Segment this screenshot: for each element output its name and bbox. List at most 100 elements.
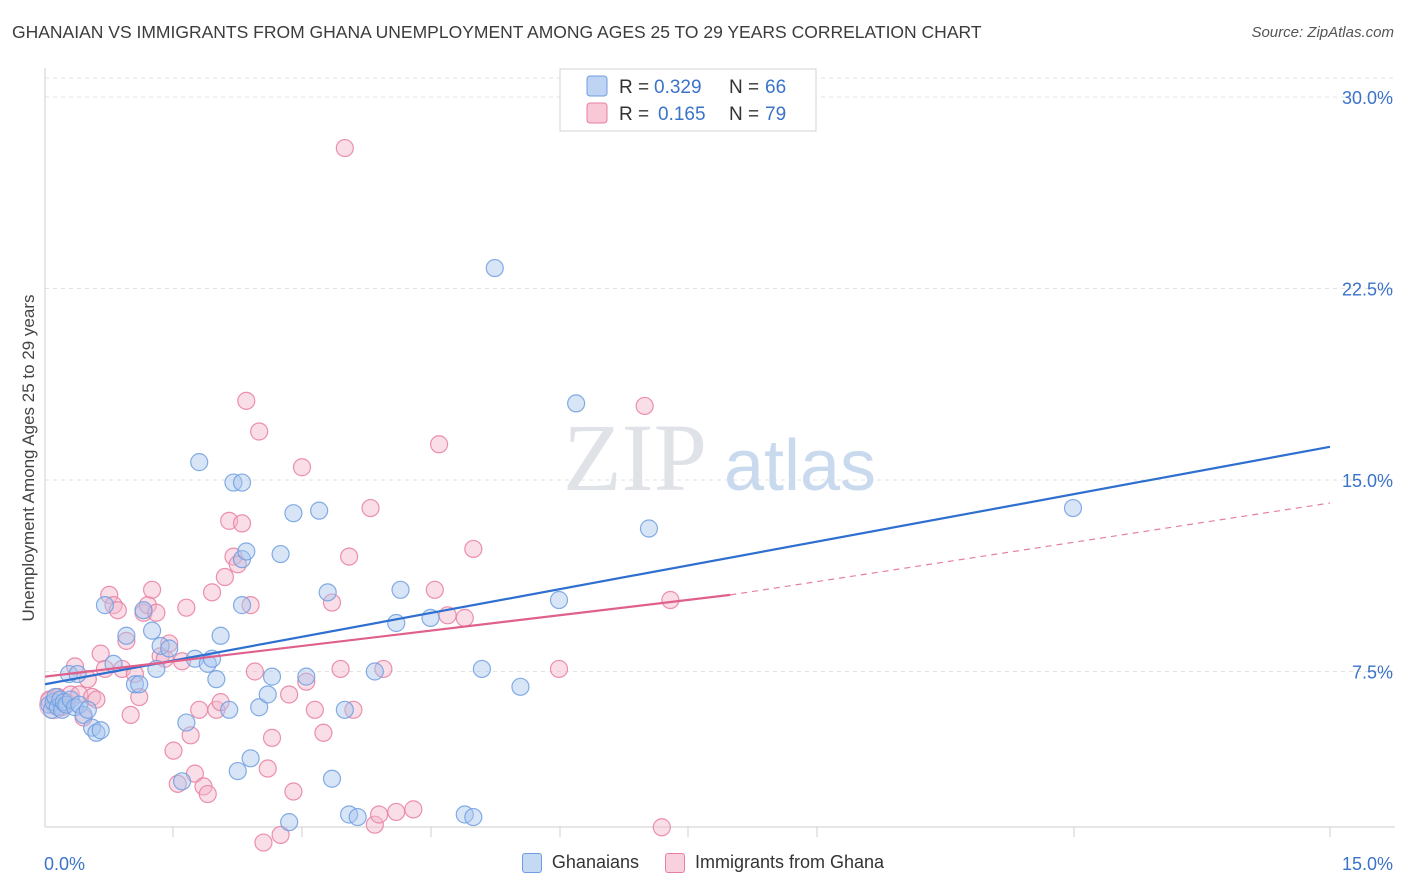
ghanaians-point-47 <box>262 667 282 686</box>
ghanaians-point-42 <box>232 596 252 615</box>
y-tick-label-3: 30.0% <box>1342 88 1393 108</box>
ghanaians-point-28 <box>160 639 179 658</box>
ghanaians-point-37 <box>220 700 239 719</box>
immigrants-point-57 <box>297 672 316 691</box>
immigrants-point-51 <box>258 759 277 778</box>
ghanaians-point-15 <box>78 700 97 719</box>
immigrants-point-37 <box>198 784 217 804</box>
source-credit: Source: ZipAtlas.com <box>1251 24 1394 41</box>
immigrants-point-60 <box>322 593 342 612</box>
ghanaians-point-25 <box>142 621 162 640</box>
immigrants-point-74 <box>455 608 474 627</box>
ghanaians-point-21 <box>117 626 136 645</box>
x-tick-label-min: 0.0% <box>44 854 85 874</box>
immigrants-point-48 <box>245 662 264 681</box>
immigrants-point-53 <box>271 825 290 845</box>
ghanaians-point-30 <box>177 713 196 732</box>
ghanaians-point-51 <box>297 667 316 686</box>
y-tick-label-2: 22.5% <box>1342 280 1393 300</box>
bottom-legend-ghanaians: Ghanaians <box>521 852 639 873</box>
ghanaians-point-70 <box>1063 498 1083 518</box>
ghanaians-point-52 <box>310 501 329 520</box>
ghanaians-point-63 <box>464 807 483 827</box>
immigrants-point-67 <box>370 805 389 824</box>
legend-n-value-2: 79 <box>765 104 786 125</box>
chart-title: GHANAIAN VS IMMIGRANTS FROM GHANA UNEMPL… <box>12 22 982 42</box>
immigrants-point-32 <box>177 598 196 617</box>
bottom-legend-immigrants: Immigrants from Ghana <box>665 852 884 873</box>
trendline-immigrants <box>44 593 731 678</box>
bottom-legend-label-immigrants: Immigrants from Ghana <box>695 852 885 872</box>
legend-box: R = 0.329 N = 66 R = 0.165 N = 79 <box>559 68 817 132</box>
ghanaians-point-35 <box>207 670 226 689</box>
ghanaians-point-45 <box>250 698 269 717</box>
ghanaians-point-29 <box>172 772 192 791</box>
immigrants-point-65 <box>361 498 380 518</box>
ghanaians-point-60 <box>391 580 410 599</box>
legend-swatch-immigrants <box>586 102 608 124</box>
ghanaians-point-53 <box>318 583 337 602</box>
immigrants-point-54 <box>280 685 299 704</box>
immigrants-point-46 <box>237 391 256 410</box>
tick-labels: 7.5% 15.0% 22.5% 30.0% 0.0% 15.0% <box>44 88 1393 874</box>
immigrants-point-69 <box>387 802 406 822</box>
immigrants-point-58 <box>305 700 324 719</box>
legend-r-value-1: 0.329 <box>654 77 702 98</box>
immigrants-point-76 <box>549 659 569 679</box>
ghanaians-point-50 <box>284 504 303 523</box>
ghanaians-point-32 <box>190 453 209 472</box>
watermark-zip: ZIP <box>563 404 707 511</box>
trend-lines <box>44 445 1331 686</box>
immigrants-point-41 <box>215 567 234 587</box>
legend-n-value-1: 66 <box>765 77 786 98</box>
ghanaians-point-55 <box>335 700 354 719</box>
immigrants-point-72 <box>429 435 449 454</box>
trendline-ghanaians <box>44 445 1331 686</box>
ghanaians-point-64 <box>472 659 491 679</box>
axes <box>44 68 1395 837</box>
bottom-legend: Ghanaians Immigrants from Ghana <box>0 852 1406 873</box>
series-ghanaians-points <box>40 258 1083 832</box>
immigrants-point-45 <box>232 514 252 533</box>
ghanaians-point-23 <box>130 675 149 694</box>
ghanaians-point-67 <box>549 590 569 610</box>
immigrants-point-49 <box>250 422 269 441</box>
immigrants-point-56 <box>292 458 312 477</box>
ghanaians-point-11 <box>70 695 89 714</box>
ghanaians-point-36 <box>211 626 230 645</box>
immigrants-point-79 <box>661 590 680 610</box>
legend-r-label-1: R = <box>619 77 649 98</box>
immigrants-point-59 <box>314 723 333 742</box>
immigrants-point-18 <box>117 631 136 650</box>
ghanaians-point-58 <box>365 662 384 681</box>
immigrants-point-38 <box>202 583 222 602</box>
immigrants-point-77 <box>635 396 654 416</box>
y-tick-label-0: 7.5% <box>1352 663 1393 683</box>
immigrants-point-14 <box>100 585 119 605</box>
legend-n-label-2: N = <box>729 104 759 125</box>
legend-n-label-1: N = <box>729 77 759 98</box>
immigrants-point-66 <box>365 815 384 834</box>
immigrants-point-24 <box>142 580 162 599</box>
bottom-legend-label-ghanaians: Ghanaians <box>551 852 639 872</box>
ghanaians-point-24 <box>134 601 153 620</box>
ghanaians-point-49 <box>280 813 299 832</box>
bottom-legend-swatch-immigrants <box>665 852 685 873</box>
watermark: ZIP atlas <box>563 404 876 511</box>
ghanaians-point-69 <box>639 519 659 538</box>
ghanaians-point-39 <box>228 761 247 781</box>
legend-r-value-2: 0.165 <box>658 104 706 125</box>
immigrants-point-19 <box>121 705 140 725</box>
ghanaians-point-48 <box>271 544 290 564</box>
immigrants-point-71 <box>425 580 444 599</box>
ghanaians-point-46 <box>258 685 277 704</box>
immigrants-point-61 <box>331 659 350 679</box>
immigrants-point-62 <box>335 138 354 158</box>
immigrants-point-52 <box>262 728 282 747</box>
immigrants-point-63 <box>340 547 359 566</box>
legend-swatch-ghanaians <box>586 75 608 97</box>
ghanaians-point-54 <box>322 769 342 788</box>
ghanaians-point-59 <box>387 613 406 633</box>
immigrants-point-55 <box>284 782 303 801</box>
ghanaians-point-19 <box>95 596 115 615</box>
